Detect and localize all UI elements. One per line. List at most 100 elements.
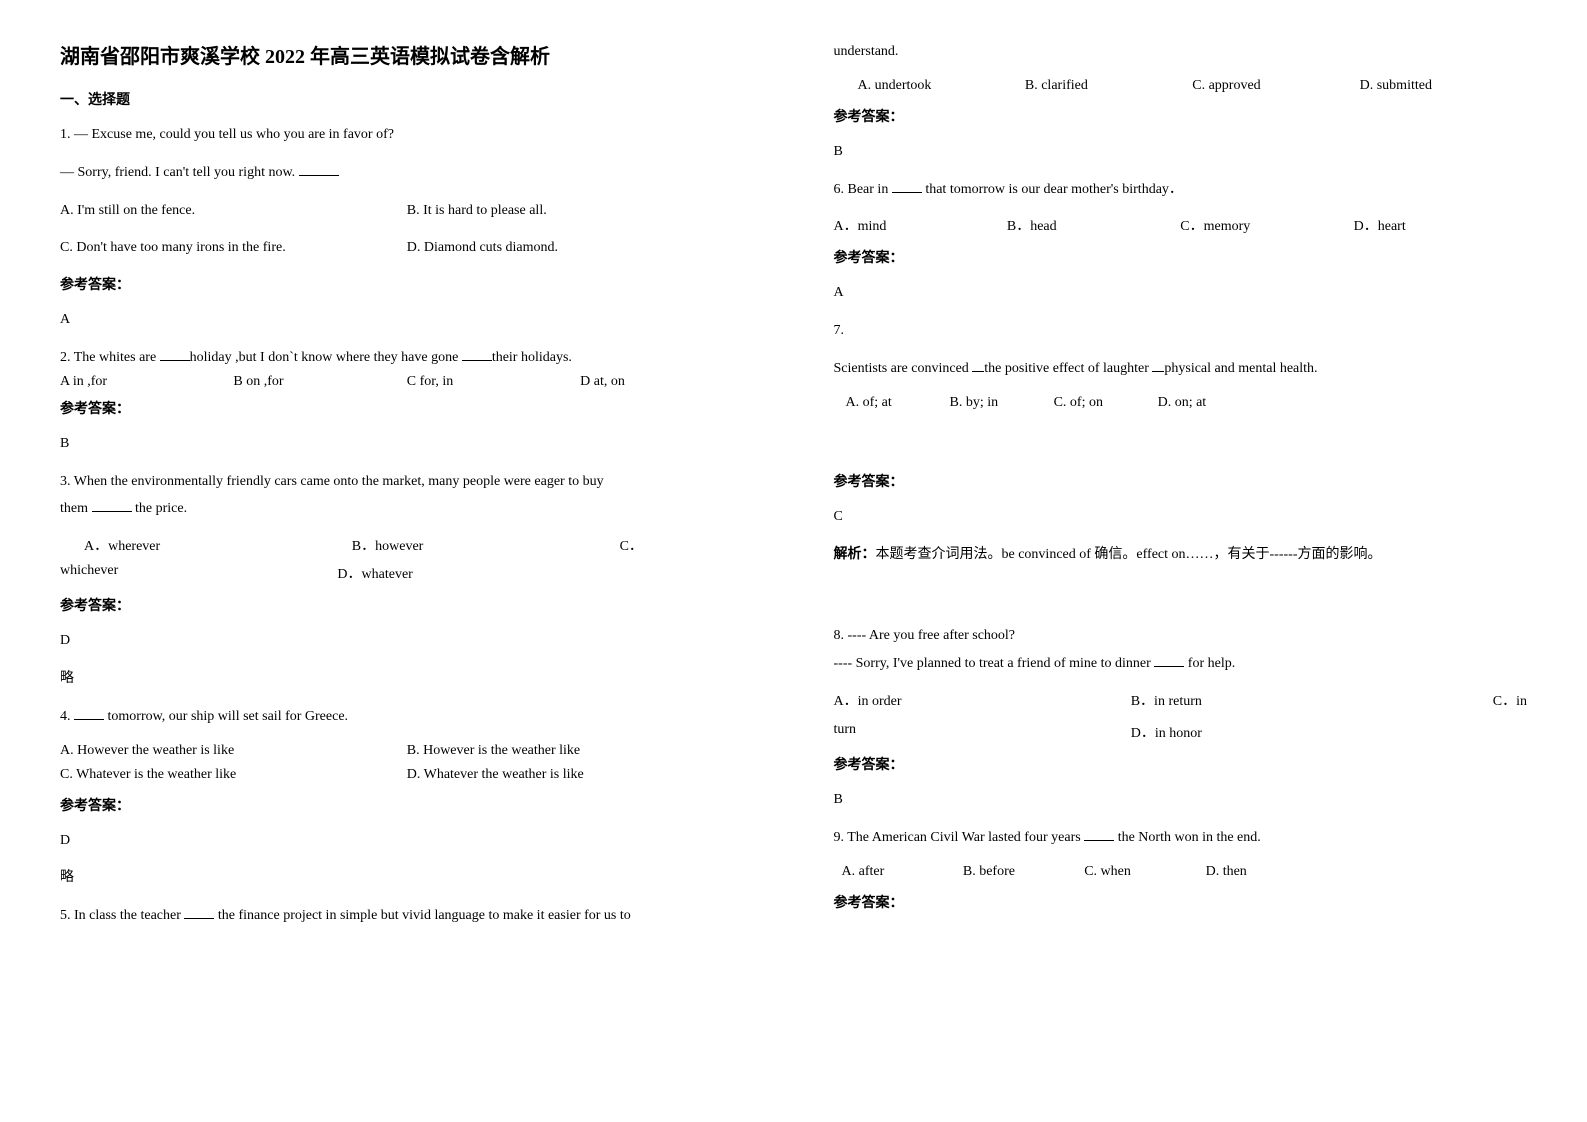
q9-opts: A. after B. before C. when D. then (842, 864, 1327, 880)
q4-ans: D (60, 829, 754, 853)
q7-opt-a: A. of; at (846, 395, 950, 411)
q1-opts-row2: C. Don't have too many irons in the fire… (60, 236, 754, 260)
blank (184, 904, 214, 919)
q2-mid: holiday ,but I don`t know where they hav… (190, 350, 462, 365)
blank (299, 161, 339, 176)
q7-num: 7. (834, 319, 1528, 343)
blank (74, 705, 104, 720)
q6-stem: 6. Bear in that tomorrow is our dear mot… (834, 178, 1528, 202)
blank (462, 346, 492, 361)
q3-line2-pre: them (60, 501, 92, 516)
page-title: 湖南省邵阳市爽溪学校 2022 年高三英语模拟试卷含解析 (60, 40, 754, 69)
q4-opt-d: D. Whatever the weather is like (407, 767, 754, 783)
q3-opts-row2: whichever D．whatever (60, 563, 754, 583)
q3-ans: D (60, 629, 754, 653)
q5-opt-d: D. submitted (1360, 78, 1527, 94)
q7-opts: A. of; at B. by; in C. of; on D. on; at (846, 395, 1262, 411)
q2-ans-label: 参考答案： (60, 398, 754, 418)
q6-opts: A．mind B．head C．memory D．heart (834, 215, 1528, 235)
q1-ans: A (60, 308, 754, 332)
left-column: 湖南省邵阳市爽溪学校 2022 年高三英语模拟试卷含解析 一、选择题 1. — … (60, 40, 754, 942)
q4-post: tomorrow, our ship will set sail for Gre… (104, 709, 348, 724)
q6-opt-d: D．heart (1354, 215, 1527, 235)
q7-post: physical and mental health. (1164, 361, 1317, 376)
q6-ans: A (834, 281, 1528, 305)
q7-ans: C (834, 505, 1528, 529)
q8-opts-row1: A．in order B．in return C．in (834, 690, 1528, 710)
q2-pre: 2. The whites are (60, 350, 160, 365)
q6-pre: 6. Bear in (834, 182, 892, 197)
q3-line2-post: the price. (132, 501, 188, 516)
q7-ans-label: 参考答案： (834, 471, 1528, 491)
q1-line2-text: — Sorry, friend. I can't tell you right … (60, 165, 299, 180)
q4-stem: 4. tomorrow, our ship will set sail for … (60, 705, 754, 729)
q2-ans: B (60, 432, 754, 456)
q7-analysis-label: 解析： (834, 547, 876, 562)
q4-opt-a: A. However the weather is like (60, 743, 407, 759)
q4-opts-row2: C. Whatever is the weather like D. Whate… (60, 767, 754, 783)
q5-opt-a: A. undertook (858, 78, 1025, 94)
q2-opt-c: C for, in (407, 374, 580, 390)
q3-opts-row1: A．wherever B．however C． (84, 535, 754, 555)
section-heading: 一、选择题 (60, 89, 754, 109)
q5-stem-1: 5. In class the teacher the finance proj… (60, 904, 754, 928)
q7-analysis: 解析：本题考查介词用法。be convinced of 确信。effect on… (834, 543, 1528, 567)
q5-ans: B (834, 140, 1528, 164)
q3-note: 略 (60, 667, 754, 691)
q8-opts-row2: turn D．in honor (834, 722, 1528, 742)
q7-opt-b: B. by; in (950, 395, 1054, 411)
q7-opt-d: D. on; at (1158, 395, 1262, 411)
q8-line2-pre: ---- Sorry, I've planned to treat a frie… (834, 656, 1155, 671)
q9-opt-d: D. then (1206, 864, 1327, 880)
q1-opt-b: B. It is hard to please all. (407, 199, 754, 223)
q1-opts-row1: A. I'm still on the fence. B. It is hard… (60, 199, 754, 223)
q1-stem-1: 1. — Excuse me, could you tell us who yo… (60, 123, 754, 147)
q9-opt-a: A. after (842, 864, 963, 880)
q5-stem-2: understand. (834, 40, 1528, 64)
q8-opt-b: B．in return (1131, 690, 1428, 710)
blank (92, 497, 132, 512)
q2-stem: 2. The whites are holiday ,but I don`t k… (60, 346, 754, 370)
q5-opt-b: B. clarified (1025, 78, 1192, 94)
q3-ans-label: 参考答案： (60, 595, 754, 615)
q3-stem-1: 3. When the environmentally friendly car… (60, 470, 754, 494)
q2-opt-a: A in ,for (60, 374, 233, 390)
q3-stem-2: them the price. (60, 497, 754, 521)
q8-ans: B (834, 788, 1528, 812)
q6-post: that tomorrow is our dear mother's birth… (922, 182, 1183, 197)
q7-analysis-text: 本题考查介词用法。be convinced of 确信。effect on……，… (876, 547, 1382, 562)
blank (160, 346, 190, 361)
right-column: understand. A. undertook B. clarified C.… (834, 40, 1528, 942)
q8-ans-label: 参考答案： (834, 754, 1528, 774)
q5-pre: 5. In class the teacher (60, 908, 184, 923)
q8-opt-c2: turn (834, 722, 1131, 742)
q9-post: the North won in the end. (1114, 830, 1261, 845)
q8-opt-a: A．in order (834, 690, 1131, 710)
q9-pre: 9. The American Civil War lasted four ye… (834, 830, 1085, 845)
q8-opt-c: C．in (1428, 690, 1527, 710)
q3-opt-d: D．whatever (337, 563, 753, 583)
q4-note: 略 (60, 866, 754, 890)
q1-opt-a: A. I'm still on the fence. (60, 199, 407, 223)
q9-stem: 9. The American Civil War lasted four ye… (834, 826, 1528, 850)
q4-opt-b: B. However is the weather like (407, 743, 754, 759)
q8-stem-2: ---- Sorry, I've planned to treat a frie… (834, 652, 1528, 676)
q1-ans-label: 参考答案： (60, 274, 754, 294)
blank (1152, 357, 1164, 372)
q5-opt-c: C. approved (1192, 78, 1359, 94)
q3-opt-c: C． (620, 535, 754, 555)
q8-line2-post: for help. (1184, 656, 1235, 671)
q2-opt-d: D at, on (580, 374, 753, 390)
q4-opt-c: C. Whatever is the weather like (60, 767, 407, 783)
q7-mid: the positive effect of laughter (984, 361, 1152, 376)
q4-opts-row1: A. However the weather is like B. Howeve… (60, 743, 754, 759)
blank (972, 357, 984, 372)
q8-stem-1: 8. ---- Are you free after school? (834, 624, 1528, 648)
q7-opt-c: C. of; on (1054, 395, 1158, 411)
q5-ans-label: 参考答案： (834, 106, 1528, 126)
blank (892, 178, 922, 193)
blank (1084, 826, 1114, 841)
q4-pre: 4. (60, 709, 74, 724)
q2-opt-b: B on ,for (233, 374, 406, 390)
q6-ans-label: 参考答案： (834, 247, 1528, 267)
